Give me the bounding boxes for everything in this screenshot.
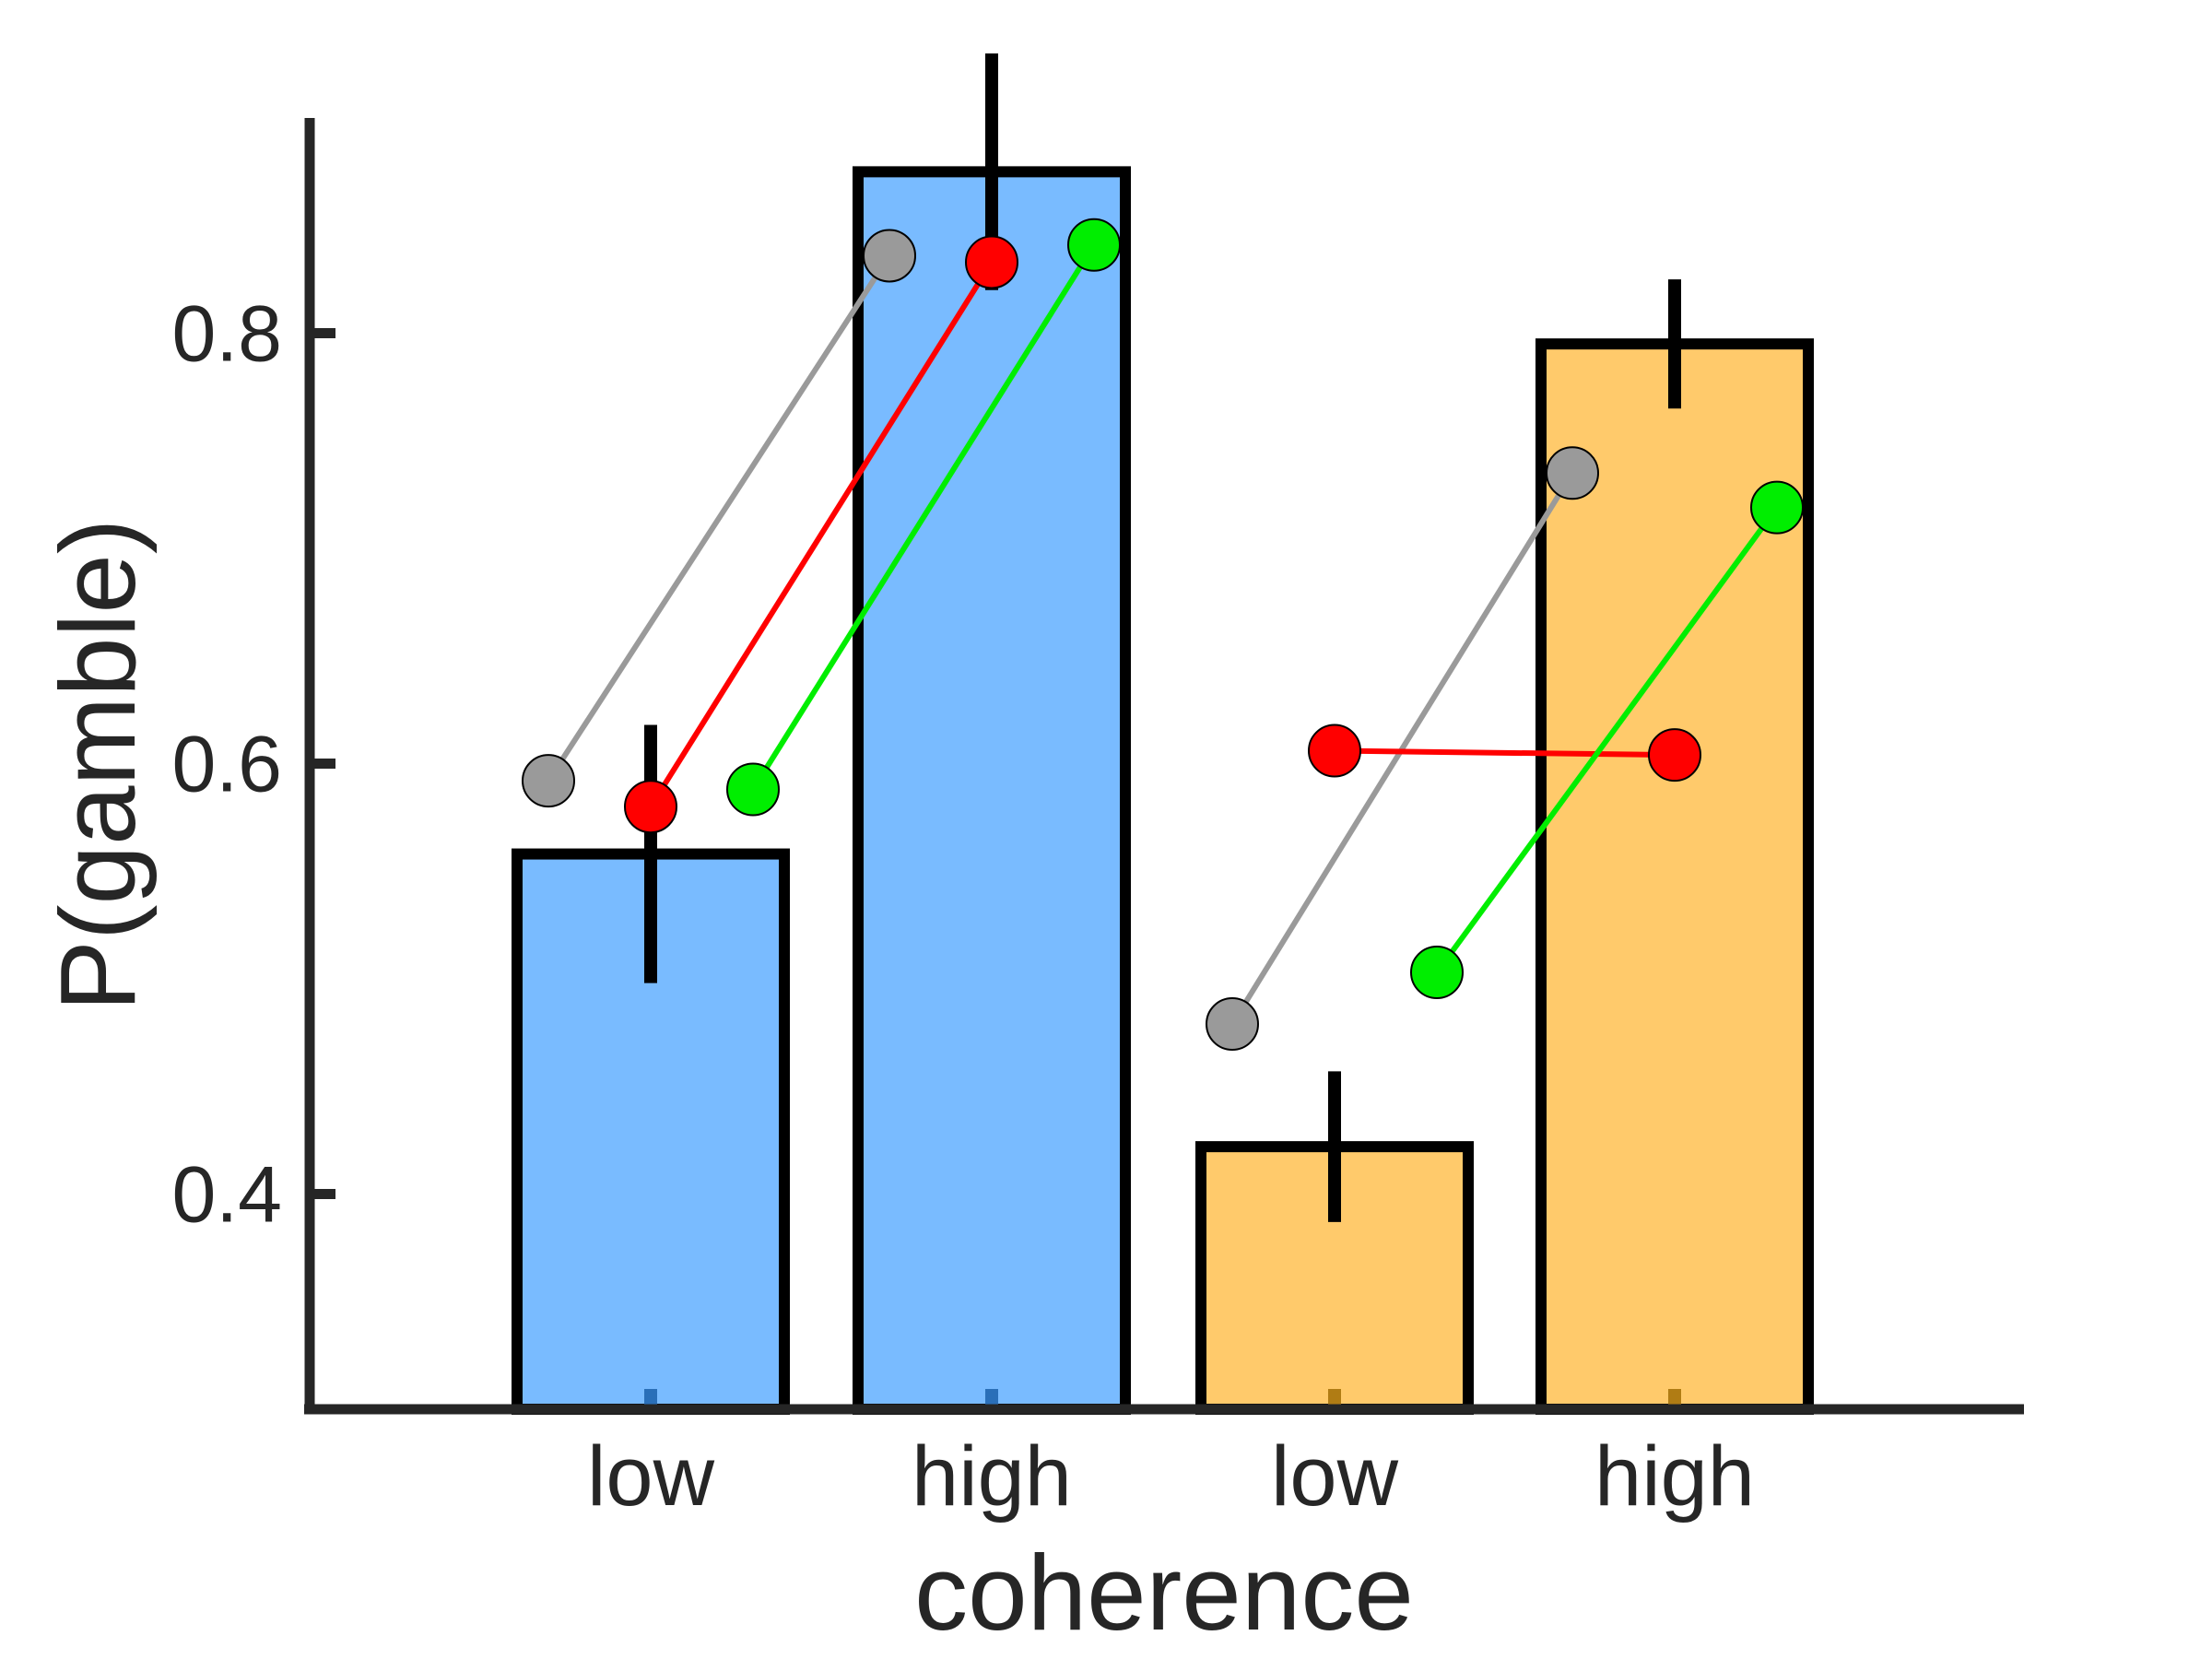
- y-axis-title: P(gamble): [38, 518, 158, 1011]
- y-ticks-layer: 0.4 0.6 0.8: [171, 290, 335, 1240]
- bar-3-base-mark: [1328, 1389, 1341, 1406]
- y-tick-label-2: 0.6: [171, 721, 282, 809]
- x-tick-label-4: high: [1594, 1430, 1755, 1524]
- bar-1-base-mark: [644, 1389, 657, 1406]
- bars-layer: [512, 166, 1814, 1415]
- group-1-series-2-point-2: [965, 235, 1018, 289]
- group-2-series-1-point-2: [1546, 446, 1599, 500]
- group-2-series-3-line: [1434, 505, 1780, 974]
- group-1-series-1-point-2: [863, 229, 916, 283]
- group-1-series-3-point-2: [1067, 218, 1121, 272]
- group-1-series-3-line: [750, 243, 1097, 792]
- group-2-series-1-point-1: [1206, 997, 1259, 1052]
- error-bars-layer: [644, 53, 1681, 1222]
- x-axis-title: coherence: [914, 1533, 1414, 1653]
- series-points-layer: [522, 218, 1804, 1052]
- x-tick-label-1: low: [587, 1430, 715, 1524]
- x-tick-labels-layer: low high low high: [587, 1430, 1755, 1524]
- group-2-series-3-point-1: [1410, 945, 1464, 999]
- group-2-series-1-line: [1230, 471, 1575, 1026]
- bar-4-base-mark: [1668, 1389, 1681, 1406]
- group-1-series-2-line: [648, 260, 994, 808]
- group-2-series-2-point-2: [1648, 728, 1701, 782]
- group-1-series-3-point-1: [726, 762, 780, 817]
- x-tick-label-3: low: [1271, 1430, 1399, 1524]
- x-tick-label-2: high: [912, 1430, 1072, 1524]
- group-1-series-2-point-1: [624, 780, 677, 834]
- series-lines-layer: [546, 243, 1780, 1026]
- bar-2-base-mark: [985, 1389, 998, 1406]
- y-tick-label-3: 0.8: [171, 290, 282, 379]
- group-1-series-1-point-1: [522, 754, 575, 808]
- group-2-series-2-point-1: [1308, 724, 1361, 778]
- group-2-series-3-point-2: [1750, 480, 1804, 535]
- y-tick-label-1: 0.4: [171, 1151, 282, 1240]
- bar-2: [853, 166, 1131, 1415]
- group-2-series-2-line: [1334, 747, 1676, 759]
- group-1-series-1-line: [546, 253, 892, 782]
